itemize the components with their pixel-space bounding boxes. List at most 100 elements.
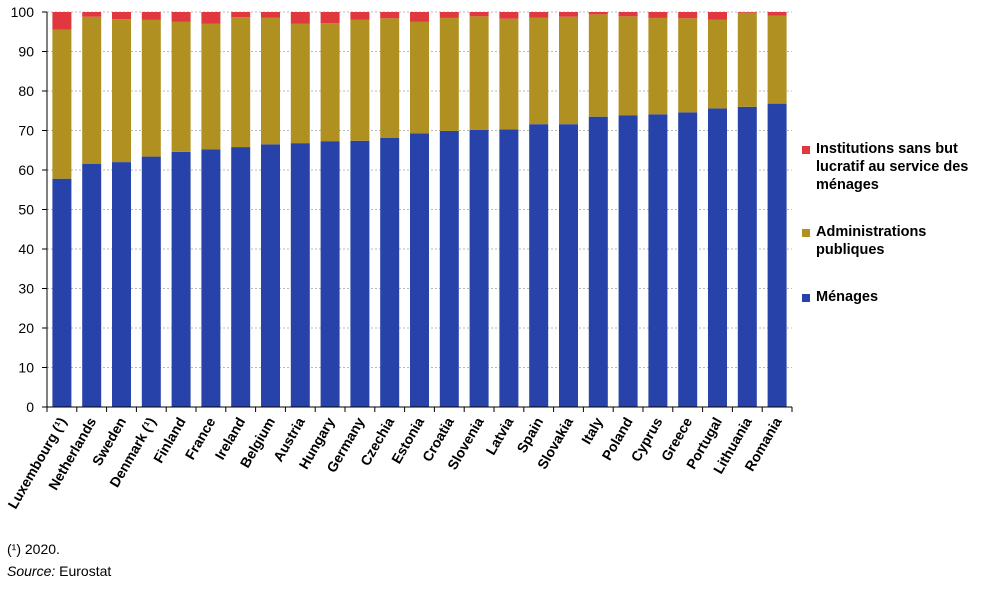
bar-segment [588, 12, 608, 15]
x-tick-label: Latvia [482, 414, 516, 457]
bar-segment [439, 17, 459, 131]
legend-label-households: Ménages [816, 289, 879, 305]
bar-segment [559, 12, 578, 17]
x-tick-label: Italy [578, 414, 606, 446]
bar-segment [380, 12, 400, 19]
y-tick-label: 20 [18, 320, 34, 336]
bar-segment [261, 12, 280, 18]
bar-segment [439, 12, 459, 18]
bar-segment [737, 106, 757, 408]
bar-segment [261, 17, 280, 145]
bar-segment [201, 149, 221, 407]
bar-segment [171, 21, 191, 152]
bar-segment [141, 19, 161, 157]
source-label: Source: [7, 563, 56, 579]
y-tick-label: 50 [18, 202, 34, 218]
bar-segment [708, 12, 727, 20]
bar-segment [588, 116, 608, 408]
y-tick-label: 40 [18, 241, 34, 257]
bar-segment [410, 21, 429, 134]
y-tick-label: 30 [18, 281, 34, 297]
legend: Institutions sans but lucratif au servic… [800, 140, 990, 335]
y-tick-label: 90 [18, 44, 34, 60]
bar-segment [112, 12, 131, 20]
bar-segment [529, 124, 549, 408]
bar-segment [618, 115, 638, 408]
bar-segment [82, 163, 102, 407]
bar-segment [141, 12, 161, 20]
bar-segment [231, 147, 251, 407]
bar-segment [141, 156, 161, 407]
bar-segment [648, 17, 668, 115]
bar-segment [648, 12, 668, 18]
bar-segment [499, 12, 519, 19]
bar-segment [231, 12, 251, 18]
bar-segment [52, 178, 72, 407]
bar-segment [112, 19, 131, 163]
legend-item-npish: Institutions sans but lucratif au servic… [800, 140, 990, 194]
legend-item-households: Ménages [800, 288, 990, 306]
bar-segment [350, 19, 370, 141]
y-tick-label: 0 [26, 399, 34, 415]
bar-segment [52, 29, 72, 179]
bar-segment [737, 12, 757, 107]
bar-segment [320, 141, 340, 408]
bar-segment [708, 108, 727, 407]
y-tick-label: 80 [18, 83, 34, 99]
bar-segment [350, 12, 370, 20]
bar-segment [529, 12, 549, 18]
bar-segment [499, 18, 519, 130]
y-tick-label: 60 [18, 162, 34, 178]
bar-segment [82, 12, 102, 17]
bar-segment [171, 12, 191, 22]
legend-label-npish: Institutions sans but lucratif au servic… [816, 141, 969, 193]
bar-segment [410, 133, 429, 407]
bar-segment [469, 129, 489, 407]
bar-segment [737, 12, 757, 13]
bar-segment [767, 103, 787, 407]
bar-segment [350, 140, 370, 407]
bar-segment [320, 23, 340, 142]
bar-segment [290, 12, 310, 24]
bar-segment [112, 162, 131, 407]
bar-segment [231, 17, 251, 148]
bar-segment [499, 129, 519, 407]
bar-segment [648, 114, 668, 408]
bar-segment [469, 16, 489, 130]
bar-segment [767, 15, 787, 104]
bar-segment [201, 23, 221, 150]
source-note: Source: Eurostat [7, 563, 111, 579]
y-tick-label: 10 [18, 360, 34, 376]
bar-segment [767, 12, 787, 16]
bar-segment [559, 124, 578, 408]
bar-segment [618, 12, 638, 17]
bar-segment [618, 16, 638, 116]
bar-segment [678, 18, 698, 113]
bar-segment [708, 19, 727, 109]
bar-segment [588, 14, 608, 117]
footnote: (¹) 2020. [7, 541, 60, 557]
bar-segment [261, 144, 280, 407]
bar-segment [559, 16, 578, 125]
bar-segment [171, 151, 191, 407]
bar-segment [201, 12, 221, 24]
legend-label-government: Administrations publiques [816, 224, 927, 258]
bar-segment [290, 23, 310, 144]
bar-segment [82, 16, 102, 164]
bar-segment [410, 12, 429, 22]
bar-segment [469, 12, 489, 17]
bar-segment [439, 130, 459, 407]
source-value: Eurostat [55, 563, 112, 579]
legend-swatch-npish [802, 146, 810, 154]
y-tick-label: 70 [18, 123, 34, 139]
bar-segment [678, 112, 698, 407]
y-tick-label: 100 [11, 4, 35, 20]
bar-segment [678, 12, 698, 19]
bar-segment [380, 138, 400, 407]
legend-swatch-households [802, 294, 810, 302]
legend-swatch-government [802, 229, 810, 237]
legend-item-government: Administrations publiques [800, 223, 990, 259]
bar-segment [290, 143, 310, 407]
bar-segment [529, 17, 549, 125]
